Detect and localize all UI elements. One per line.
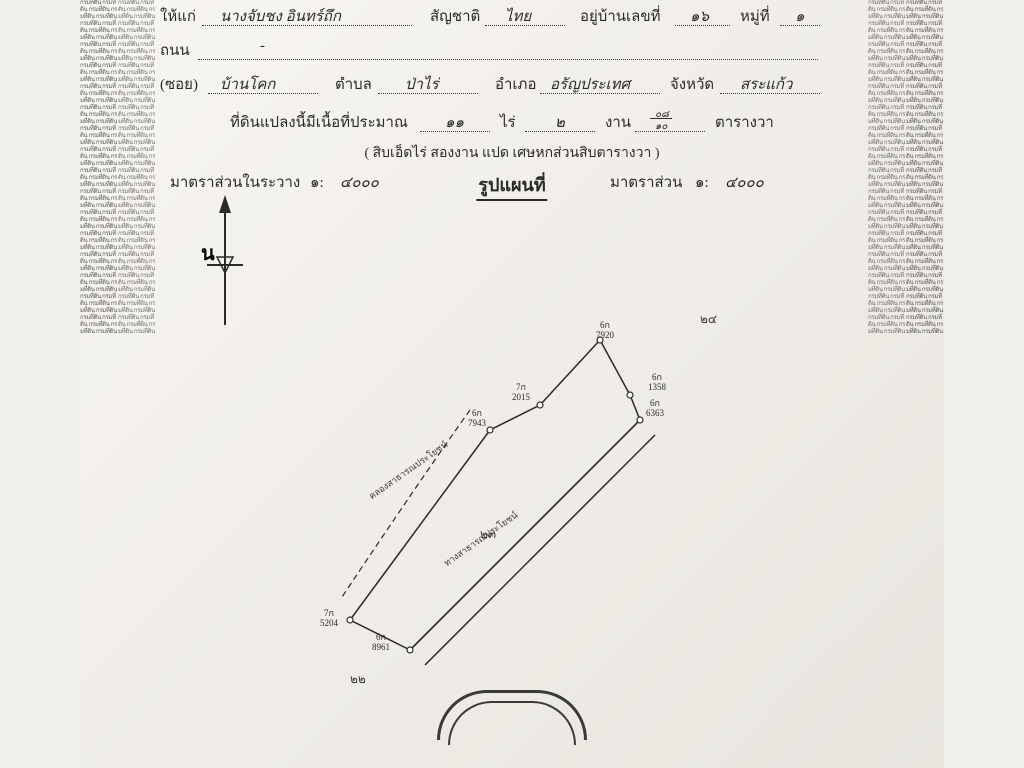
canal-dash: [340, 410, 470, 600]
survey-map: 6ก7920 6ก1358 6ก6363 7ก2015 6ก7943 7ก5204 6ก89…: [160, 300, 864, 730]
survey-point: 7ก5204: [320, 608, 338, 628]
lbl-tambon: ตำบล: [335, 72, 372, 96]
survey-point: 6ก7943: [468, 408, 486, 428]
security-border-left: กรมที่ดิน กรมที่ดิน กรมที่ดิน กรมที่ดิน …: [80, 0, 118, 768]
lbl-rai: ไร่: [500, 110, 516, 134]
val-scale-left: ๔๐๐๐: [340, 170, 379, 194]
survey-point: 6ก8961: [372, 632, 390, 652]
row-address: (ซอย) บ้านโคก ตำบล ป่าไร่ อำเภอ อรัญประเ…: [160, 72, 864, 102]
lbl-amphoe: อำเภอ: [495, 72, 536, 96]
survey-point: 6ก6363: [646, 398, 664, 418]
val-soi: บ้านโคก: [220, 72, 275, 96]
survey-point: 6ก7920: [596, 320, 614, 340]
lbl-road: ถนน: [160, 38, 190, 62]
val-given-to: นางจับชง อินทร์ถึก: [220, 4, 341, 28]
row-scale: มาตราส่วนในระวาง ๑: ๔๐๐๐ รูปแผนที่ มาตรา…: [160, 170, 864, 198]
lbl-area: ที่ดินแปลงนี้มีเนื้อที่ประมาณ: [230, 110, 408, 134]
lbl-scale-left: มาตราส่วนในระวาง: [170, 170, 300, 194]
val-scale-right: ๔๐๐๐: [725, 170, 764, 194]
map-title: รูปแผนที่: [476, 170, 547, 201]
area-words: ( สิบเอ็ดไร่ สองงาน แปด เศษหกส่วนสิบตารา…: [160, 142, 864, 164]
compass-label: น: [201, 237, 215, 269]
val-house-no: ๑๖: [690, 4, 709, 28]
ratio-right: ๑:: [695, 170, 709, 194]
lbl-given-to: ให้แก่: [160, 4, 196, 28]
parcel-outline: [350, 340, 640, 650]
ratio-left: ๑:: [310, 170, 324, 194]
lbl-wa: ตารางวา: [715, 110, 774, 134]
val-moo: ๑: [795, 4, 805, 28]
row-area: ที่ดินแปลงนี้มีเนื้อที่ประมาณ ๑๑ ไร่ ๒ ง…: [160, 110, 864, 140]
road-line-1: [410, 420, 640, 650]
val-wa-bot: ๑๐: [655, 119, 667, 134]
security-border-left2: กรมที่ดิน กรมที่ดิน กรมที่ดิน กรมที่ดิน …: [118, 0, 156, 768]
security-border-right2: กรมที่ดิน กรมที่ดิน กรมที่ดิน กรมที่ดิน …: [868, 0, 906, 768]
lbl-province: จังหวัด: [670, 72, 714, 96]
security-border-right: กรมที่ดิน กรมที่ดิน กรมที่ดิน กรมที่ดิน …: [906, 0, 944, 768]
lbl-house-no: อยู่บ้านเลขที่: [580, 4, 660, 28]
row-road: ถนน -: [160, 38, 864, 68]
row-owner: ให้แก่ นางจับชง อินทร์ถึก สัญชาติ ไทย อย…: [160, 4, 864, 34]
lbl-moo: หมู่ที่: [740, 4, 770, 28]
val-nationality: ไทย: [505, 4, 531, 28]
val-ngan: ๒: [555, 110, 565, 134]
val-rai: ๑๑: [445, 110, 464, 134]
val-road: -: [260, 38, 265, 55]
val-tambon: ป่าไร่: [405, 72, 439, 96]
lbl-nationality: สัญชาติ: [430, 4, 480, 28]
form-content: ให้แก่ นางจับชง อินทร์ถึก สัญชาติ ไทย อย…: [160, 0, 864, 198]
val-amphoe: อรัญประเทศ: [550, 72, 630, 96]
lot-number: ๒๒: [350, 670, 366, 689]
lbl-scale-right: มาตราส่วน: [610, 170, 682, 194]
survey-point: 7ก2015: [512, 382, 530, 402]
lbl-soi: (ซอย): [160, 72, 198, 96]
official-seal: [437, 690, 587, 740]
val-province: สระแก้ว: [740, 72, 792, 96]
lot-number: ๒๔: [700, 310, 717, 329]
survey-point: 6ก1358: [648, 372, 666, 392]
lbl-ngan: งาน: [605, 110, 631, 134]
